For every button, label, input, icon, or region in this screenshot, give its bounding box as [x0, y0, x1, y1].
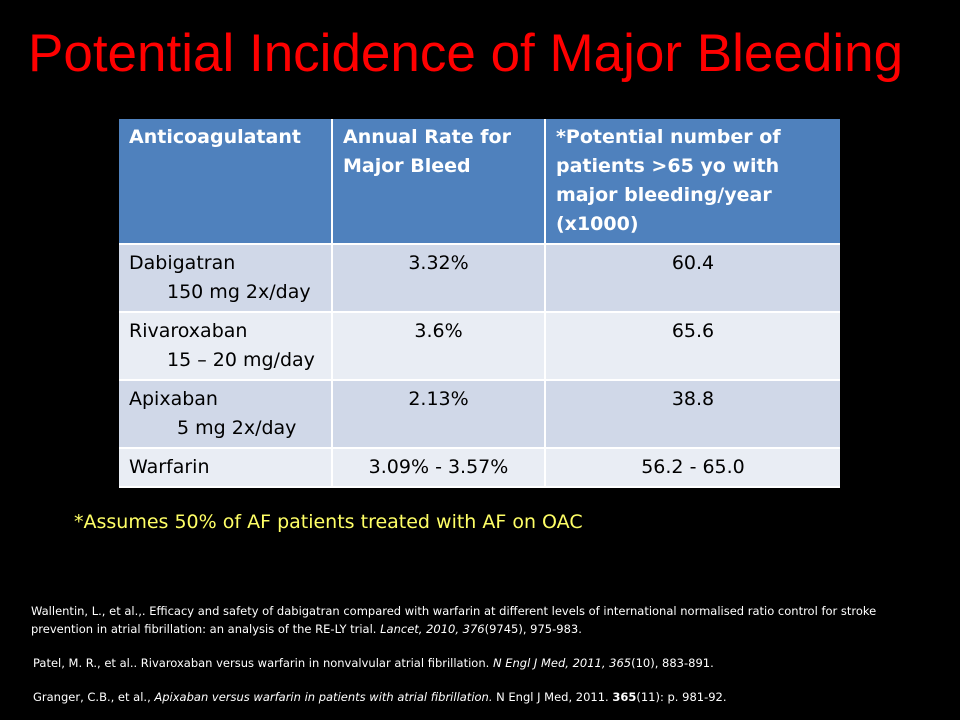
reference-text: Patel, M. R., et al.. Rivaroxaban versus… — [33, 656, 493, 670]
drug-dose: 15 – 20 mg/day — [167, 349, 315, 371]
drug-name: Rivaroxaban — [129, 320, 248, 342]
rate-cell: 3.32% — [332, 244, 546, 313]
bleeding-table: Anticoagulatant Annual Rate for Major Bl… — [119, 119, 840, 488]
bleeding-table-container: Anticoagulatant Annual Rate for Major Bl… — [119, 119, 840, 488]
reference-authors: Granger, C.B., et al., — [33, 690, 155, 704]
reference-journal: N Engl J Med, 2011. — [492, 690, 613, 704]
drug-dose: 150 mg 2x/day — [167, 281, 311, 303]
drug-cell: Dabigatran 150 mg 2x/day — [119, 244, 333, 313]
rate-cell: 3.6% — [332, 312, 546, 381]
table-row: Rivaroxaban 15 – 20 mg/day 3.6% 65.6 — [119, 312, 840, 381]
drug-dose: 5 mg 2x/day — [177, 417, 297, 439]
patients-cell: 60.4 — [545, 244, 840, 313]
reference-title: Apixaban versus warfarin in patients wit… — [154, 690, 493, 704]
patients-cell: 65.6 — [545, 312, 840, 381]
reference-issue: (10), 883-891. — [631, 656, 714, 670]
reference-patel: Patel, M. R., et al.. Rivaroxaban versus… — [33, 654, 913, 672]
reference-journal: Lancet, 2010, 376 — [380, 622, 485, 636]
reference-journal: N Engl J Med, 2011, 365 — [492, 656, 632, 670]
rate-cell: 2.13% — [332, 380, 546, 449]
reference-issue: (9745), 975-983. — [484, 622, 582, 636]
reference-wallentin: Wallentin, L., et al.,. Efficacy and saf… — [31, 602, 911, 638]
reference-volume: 365 — [612, 690, 637, 704]
patients-cell: 38.8 — [545, 380, 840, 449]
reference-issue: (11): p. 981-92. — [636, 690, 727, 704]
table-row: Warfarin 3.09% - 3.57% 56.2 - 65.0 — [119, 448, 840, 488]
header-potential-patients: *Potential number of patients >65 yo wit… — [545, 119, 840, 245]
reference-text: Wallentin, L., et al.,. Efficacy and saf… — [31, 604, 877, 636]
drug-name: Warfarin — [129, 456, 210, 478]
drug-cell: Apixaban 5 mg 2x/day — [119, 380, 333, 449]
table-row: Dabigatran 150 mg 2x/day 3.32% 60.4 — [119, 244, 840, 313]
header-annual-rate: Annual Rate for Major Bleed — [332, 119, 546, 245]
slide-title: Potential Incidence of Major Bleeding — [28, 24, 904, 83]
drug-name: Dabigatran — [129, 252, 236, 274]
header-anticoagulant: Anticoagulatant — [119, 119, 333, 245]
table-header-row: Anticoagulatant Annual Rate for Major Bl… — [119, 119, 840, 245]
drug-cell: Warfarin — [119, 448, 333, 488]
assumption-footnote: *Assumes 50% of AF patients treated with… — [74, 511, 583, 533]
drug-name: Apixaban — [129, 388, 218, 410]
rate-cell: 3.09% - 3.57% — [332, 448, 546, 488]
reference-granger: Granger, C.B., et al., Apixaban versus w… — [33, 688, 913, 706]
patients-cell: 56.2 - 65.0 — [545, 448, 840, 488]
table-row: Apixaban 5 mg 2x/day 2.13% 38.8 — [119, 380, 840, 449]
drug-cell: Rivaroxaban 15 – 20 mg/day — [119, 312, 333, 381]
